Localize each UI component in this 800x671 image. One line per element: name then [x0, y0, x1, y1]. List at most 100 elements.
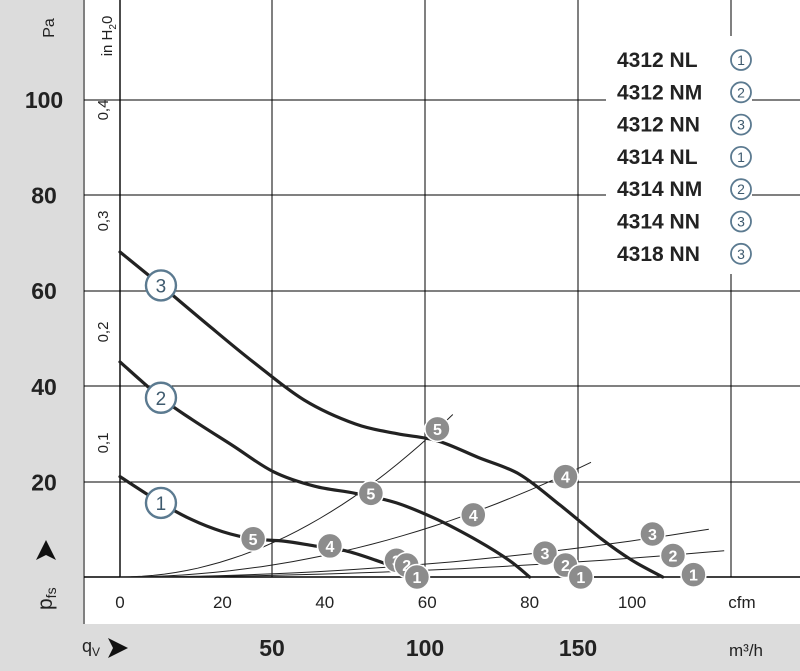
y-unit-inh2o: in H20 [99, 16, 119, 57]
y-unit-pa: Pa [41, 18, 58, 38]
legend-model: 4314 NM [617, 178, 702, 201]
curve-label-3: 3 [156, 276, 167, 297]
x-symbol-q: q [82, 636, 92, 656]
legend-curve-circle [730, 145, 752, 168]
legend-curve-circle [730, 242, 752, 265]
y-arrow-icon [36, 540, 56, 560]
legend-curve-number: 2 [737, 84, 745, 100]
operating-point-label-3: 3 [541, 546, 550, 563]
legend-model: 4312 NN [617, 114, 700, 137]
operating-point-label-1: 1 [576, 570, 585, 587]
legend-curve-number: 1 [737, 149, 745, 165]
fan-curve-3 [118, 250, 665, 579]
x-tick-label-cfm: 60 [418, 593, 437, 612]
operating-point-1 [680, 561, 707, 588]
operating-point-5 [424, 415, 451, 443]
operating-point-3 [531, 539, 559, 567]
operating-point-label-5: 5 [366, 486, 375, 503]
operating-point-label-2: 2 [402, 558, 411, 575]
fan-curve-2 [118, 360, 532, 579]
legend-curve-circle [730, 113, 752, 136]
y-symbol-sub: fs [43, 587, 59, 598]
svg-text:pfs: pfs [34, 587, 59, 610]
x-tick-label-cfm: 100 [618, 593, 646, 612]
y-tick-label-inh2o: 0,1 [95, 433, 112, 454]
y-unit-inh2o-sub: 2 [108, 24, 119, 30]
operating-point-5 [239, 525, 267, 553]
operating-point-label-1: 1 [689, 568, 698, 585]
operating-point-label-5: 5 [249, 532, 258, 549]
grid-lines [83, 0, 800, 624]
operating-point-4 [552, 463, 579, 490]
y-unit-inh2o-suffix: 0 [99, 16, 116, 24]
legend-model: 4312 NM [617, 81, 702, 104]
y-symbol-p: p [34, 598, 57, 610]
curve-label-2: 2 [156, 389, 167, 410]
legend-curve-number: 3 [737, 117, 745, 133]
y-unit-inh2o-prefix: in H [99, 30, 116, 57]
x-tick-label-cfm: 40 [315, 593, 334, 612]
y-tick-label-pa: 20 [31, 469, 57, 495]
y-tick-label-inh2o: 0,4 [95, 100, 112, 121]
operating-point-2 [659, 542, 687, 569]
operating-point-label-3: 3 [648, 527, 657, 544]
x-axis-symbol: qV [82, 636, 128, 659]
bottom-axis-band [0, 624, 800, 671]
operating-point-4 [316, 532, 344, 560]
curve-label-circle-2 [144, 381, 178, 414]
x-unit-m3h: m³/h [729, 641, 763, 660]
legend-model: 4314 NL [617, 146, 698, 169]
legend-curve-circle [730, 81, 752, 104]
legend-curve-number: 3 [737, 214, 745, 230]
axes: 0 20 40 60 80 100 50 100 150 20 40 60 80 100 0,1 0,2 0,3… [25, 87, 646, 661]
operating-point-label-4: 4 [325, 539, 334, 556]
operating-point-label-4: 4 [561, 470, 570, 487]
curve-labels: 1 2 3 [144, 269, 178, 520]
curve-label-circle-1 [144, 486, 178, 520]
curve-label-1: 1 [156, 494, 167, 515]
operating-point-3 [639, 520, 666, 548]
legend-model: 4318 NN [617, 243, 700, 266]
legend: 4312 NL 1 4312 NM 2 4312 NN 3 4314 NL 1 4314 NM 2… [606, 36, 752, 274]
operating-point-5 [357, 480, 385, 507]
x-tick-label-m3h: 150 [559, 635, 597, 661]
operating-point-label-2: 2 [669, 548, 678, 565]
operating-point-1 [567, 563, 595, 591]
x-arrow-icon [108, 638, 128, 658]
system-curve-5 [119, 414, 454, 578]
operating-points: 543215432154321 [239, 415, 707, 591]
legend-curve-circle [730, 49, 752, 71]
x-symbol-sub: V [92, 645, 100, 659]
x-unit-cfm: cfm [728, 593, 755, 612]
x-tick-label-cfm: 80 [520, 593, 539, 612]
svg-text:qV: qV [82, 636, 100, 659]
legend-curve-number: 1 [737, 52, 745, 68]
y-tick-label-pa: 80 [31, 183, 57, 209]
legend-curve-circle [730, 178, 752, 201]
operating-point-label-2: 2 [561, 558, 570, 575]
x-tick-label-cfm: 0 [115, 593, 124, 612]
curve-label-circle-3 [144, 269, 178, 302]
legend-background [606, 36, 752, 274]
system-curve-4 [119, 461, 592, 578]
y-axis-symbol: pfs [34, 540, 59, 610]
y-tick-label-pa: 40 [31, 374, 57, 400]
left-axis-band [0, 0, 83, 671]
x-tick-label-m3h: 50 [259, 635, 285, 661]
operating-point-4 [460, 501, 487, 529]
svg-text:in H20: in H20 [99, 16, 119, 57]
legend-model: 4312 NL [617, 49, 698, 72]
y-tick-label-inh2o: 0,2 [95, 322, 112, 343]
operating-point-label-4: 4 [469, 508, 478, 525]
operating-point-1 [403, 563, 431, 591]
operating-point-label-1: 1 [413, 570, 422, 587]
x-tick-label-cfm: 20 [213, 593, 232, 612]
y-tick-label-pa: 100 [25, 87, 63, 113]
x-tick-label-m3h: 100 [406, 635, 444, 661]
operating-point-label-5: 5 [433, 422, 442, 439]
y-tick-label-pa: 60 [31, 278, 57, 304]
y-tick-label-inh2o: 0,3 [95, 211, 112, 232]
legend-curve-number: 3 [737, 246, 745, 262]
legend-curve-number: 2 [737, 181, 745, 197]
